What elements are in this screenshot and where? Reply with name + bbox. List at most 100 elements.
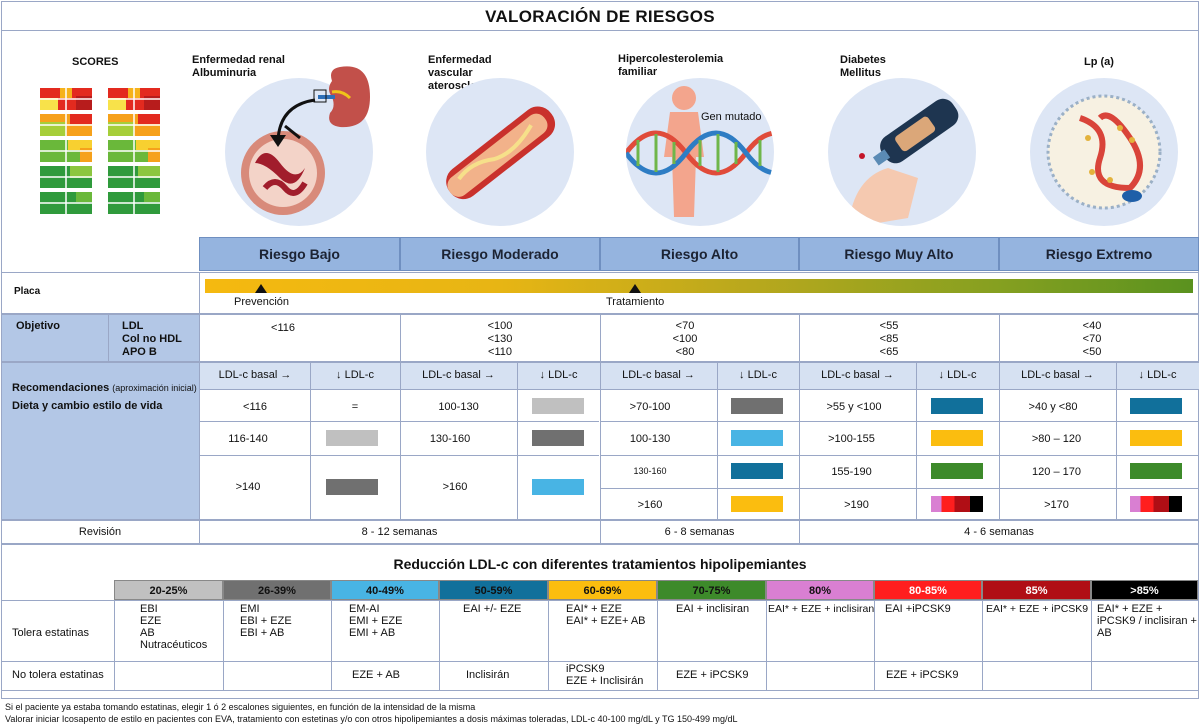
dna-illustration-icon <box>626 78 774 226</box>
swatch-gray-light <box>326 430 378 446</box>
moderado-basal-3: >160 <box>442 481 468 493</box>
swatch-yellow <box>731 496 783 512</box>
prevencion-label: Prevención <box>234 296 290 308</box>
pct-60-69: 60-69% <box>548 580 657 600</box>
placa-label: Placa <box>14 286 41 297</box>
extremo-basal-3: 120 – 170 <box>1032 466 1081 478</box>
objetivo-label: Objetivo <box>16 320 61 332</box>
lipoprotein-illustration-icon <box>1030 78 1178 226</box>
objetivo-muy-alto: <55 <85 <65 <box>879 320 899 358</box>
risk-level-muy-alto: Riesgo Muy Alto <box>799 237 999 271</box>
col-basal-extremo: LDL-c basal → <box>1021 369 1094 381</box>
tolera-80-85: EAI +iPCSK9 <box>885 603 951 615</box>
moderado-basal-1: 100-130 <box>438 401 479 413</box>
pct-26-39: 26-39% <box>223 580 331 600</box>
notolera-40-49: EZE + AB <box>352 669 400 681</box>
alto-basal-4: >160 <box>637 499 663 511</box>
swatch-yellow <box>931 430 983 446</box>
alto-basal-2: 100-130 <box>629 433 671 445</box>
page-title: VALORACIÓN DE RIESGOS <box>1 1 1199 31</box>
gen-mutado-label: Gen mutado <box>701 111 762 123</box>
tratamientos-section <box>1 544 1199 699</box>
muyalto-basal-1: >55 y <100 <box>826 401 882 413</box>
tolera-gt-85: EAI* + EZE + iPCSK9 / inclisiran + AB <box>1097 603 1197 639</box>
objetivo-params: LDL Col no HDL APO B <box>122 320 182 358</box>
bajo-basal-2: 116-140 <box>228 433 268 445</box>
revision-alto: 6 - 8 semanas <box>664 526 735 538</box>
extremo-basal-2: >80 – 120 <box>1031 433 1082 445</box>
risk-level-extremo: Riesgo Extremo <box>999 237 1199 271</box>
bajo-equal: = <box>351 401 359 413</box>
objetivo-extremo: <40 <70 <50 <box>1082 320 1102 358</box>
pct-80: 80% <box>766 580 874 600</box>
risk-factors-panel <box>1 31 1199 274</box>
objetivo-moderado: <100 <130 <110 <box>487 320 513 358</box>
scores-label: SCORES <box>72 56 119 68</box>
col-basal-muy-alto: LDL-c basal → <box>821 369 894 381</box>
col-basal-moderado: LDL-c basal → <box>422 369 495 381</box>
muyalto-basal-3: 155-190 <box>831 466 872 478</box>
swatch-multi <box>1130 496 1182 512</box>
recomendaciones-note: (aproximación inicial) <box>112 383 197 393</box>
objetivo-cell <box>1 314 109 362</box>
swatch-yellow <box>1130 430 1182 446</box>
footnote-1: Si el paciente ya estaba tomando estatin… <box>5 702 476 712</box>
risk-level-alto: Riesgo Alto <box>600 237 799 271</box>
revision-label: Revisión <box>78 526 122 538</box>
tolera-50-59: EAI +/- EZE <box>463 603 522 615</box>
swatch-green <box>1130 463 1182 479</box>
objetivo-alto: <70 <100 <80 <box>672 320 698 358</box>
swatch-cyan <box>532 479 584 495</box>
col-down-alto: ↓ LDL-c <box>739 369 777 381</box>
placa-row <box>1 272 1199 314</box>
prevencion-marker-icon <box>255 284 267 293</box>
pct-gt-85: >85% <box>1091 580 1198 600</box>
artery-illustration-icon <box>426 78 574 226</box>
swatch-gray-dark <box>731 398 783 414</box>
tolera-60-69: EAI* + EZE EAI* + EZE+ AB <box>566 603 646 627</box>
notolera-label: No tolera estatinas <box>12 669 104 681</box>
extremo-basal-4: >170 <box>1044 499 1069 511</box>
col-down-bajo: ↓ LDL-c <box>336 369 374 381</box>
swatch-teal <box>731 463 783 479</box>
tratamiento-label: Tratamiento <box>606 296 665 308</box>
recomendaciones-grid <box>199 362 1199 520</box>
swatch-multi <box>931 496 983 512</box>
col-down-extremo: ↓ LDL-c <box>1138 369 1177 381</box>
muyalto-basal-4: >190 <box>844 499 869 511</box>
tolera-70-75: EAI + inclisiran <box>676 603 750 615</box>
curved-arrow-icon <box>270 95 320 155</box>
scores-heatmap-icon <box>40 88 165 225</box>
swatch-green <box>931 463 983 479</box>
pct-85: 85% <box>982 580 1091 600</box>
tolera-40-49: EM-AI EMI + EZE EMI + AB <box>349 603 403 639</box>
col-down-muy-alto: ↓ LDL-c <box>938 369 977 381</box>
pct-50-59: 50-59% <box>439 580 548 600</box>
swatch-teal <box>931 398 983 414</box>
tolera-label: Tolera estatinas <box>12 627 90 639</box>
pct-40-49: 40-49% <box>331 580 439 600</box>
hiper-label: Hipercolesterolemia familiar <box>618 53 724 78</box>
recomendaciones-header-band <box>200 363 1199 389</box>
extremo-basal-1: >40 y <80 <box>1028 401 1078 413</box>
notolera-60-69: iPCSK9 EZE + Inclisirán <box>566 663 644 687</box>
swatch-gray-dark <box>326 479 378 495</box>
swatch-gray-light <box>532 398 584 414</box>
notolera-50-59: Inclisirán <box>466 669 510 681</box>
tolera-26-39: EMI EBI + EZE EBI + AB <box>240 603 292 639</box>
renal-label: Enfermedad renal Albuminuria <box>192 54 285 79</box>
pct-80-85: 80-85% <box>874 580 982 600</box>
objetivo-bajo: <116 <box>271 322 295 334</box>
risk-level-bajo: Riesgo Bajo <box>199 237 400 271</box>
col-basal-alto: LDL-c basal → <box>622 369 695 381</box>
alto-basal-1: >70-100 <box>629 401 671 413</box>
recomendaciones-label: Recomendaciones (aproximación inicial) <box>12 382 197 394</box>
diabetes-label: Diabetes Mellitus <box>840 54 886 79</box>
revision-muy-alto-extremo: 4 - 6 semanas <box>964 526 1034 538</box>
revision-bajo-moderado: 8 - 12 semanas <box>361 526 438 538</box>
swatch-cyan <box>731 430 783 446</box>
muyalto-basal-2: >100-155 <box>828 433 875 445</box>
recomendaciones-sub: Dieta y cambio estilo de vida <box>12 400 163 412</box>
tolera-20-25: EBI EZE AB Nutracéuticos <box>140 603 208 651</box>
tratamiento-marker-icon <box>629 284 641 293</box>
